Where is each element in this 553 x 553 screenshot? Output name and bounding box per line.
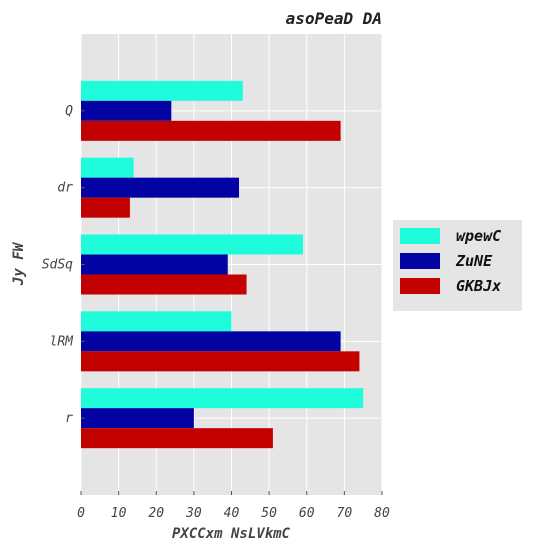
legend-label: GKBJx [456, 277, 501, 295]
x-tick-label: 80 [374, 506, 390, 521]
bar [81, 80, 243, 101]
y-tick-label: dr [57, 181, 73, 196]
chart-title: asoPeaD DA [286, 9, 382, 28]
bar [81, 120, 341, 141]
x-tick-label: 20 [148, 506, 164, 521]
y-tick-label: SdSq [42, 258, 73, 273]
bar [81, 351, 360, 372]
legend-swatch [400, 278, 440, 294]
bar [81, 234, 303, 255]
legend-label: wpewC [456, 227, 501, 245]
x-tick-label: 60 [299, 506, 315, 521]
bar [81, 197, 130, 218]
x-tick-label: 70 [337, 506, 353, 521]
x-tick-label: 10 [111, 506, 127, 521]
x-tick-label: 30 [185, 506, 202, 521]
y-tick-label: Q [65, 104, 73, 119]
x-tick-label: 0 [77, 506, 85, 521]
bar [81, 331, 341, 352]
x-tick-label: 40 [224, 506, 240, 521]
bar [81, 388, 364, 409]
legend-swatch [400, 253, 440, 269]
bar [81, 311, 232, 332]
bar [81, 408, 194, 429]
legend-swatch [400, 228, 440, 244]
y-tick-label: lRM [50, 334, 75, 349]
y-tick-label: r [65, 411, 73, 426]
bar [81, 254, 228, 275]
bar [81, 177, 240, 198]
bar [81, 157, 134, 178]
y-axis-label: Jy FW [11, 241, 27, 286]
x-axis-label: PXCCxm NsLVkmC [172, 526, 291, 542]
y-axis-ticks: r lRM SdSq dr Q [42, 104, 85, 426]
bar [81, 428, 273, 449]
x-tick-label: 50 [261, 506, 277, 521]
bar [81, 274, 247, 295]
bars [81, 80, 364, 449]
legend: wpewC ZuNE GKBJx [393, 220, 522, 311]
legend-label: ZuNE [455, 252, 493, 270]
bar [81, 100, 172, 121]
x-axis-ticks: 0 10 20 30 40 50 60 70 80 [77, 491, 390, 521]
